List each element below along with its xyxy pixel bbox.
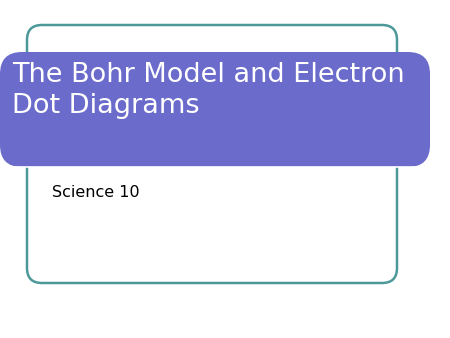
FancyBboxPatch shape <box>0 52 430 167</box>
Text: The Bohr Model and Electron
Dot Diagrams: The Bohr Model and Electron Dot Diagrams <box>12 62 405 119</box>
FancyBboxPatch shape <box>27 25 397 283</box>
Text: Science 10: Science 10 <box>52 185 140 200</box>
